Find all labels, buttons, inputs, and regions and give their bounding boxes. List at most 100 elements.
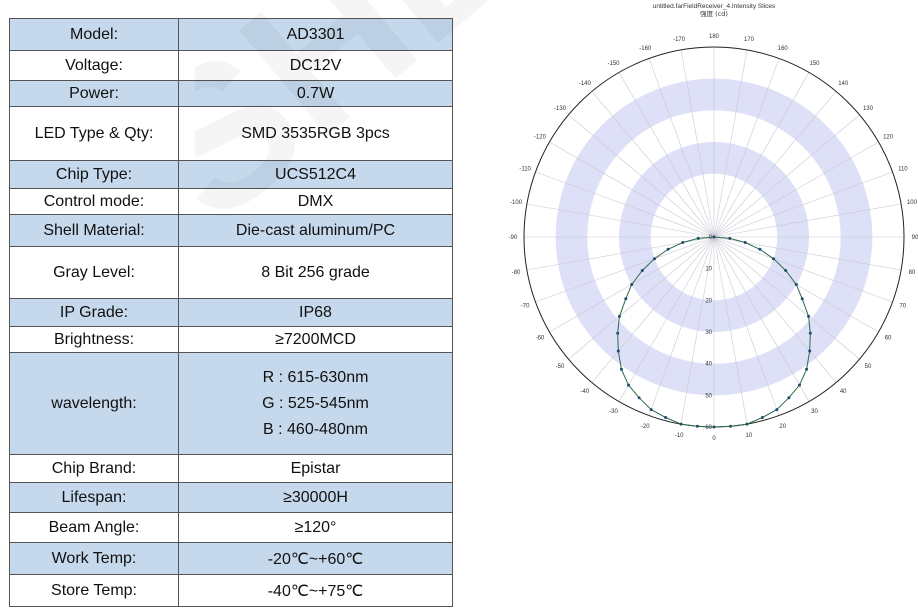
angle-tick-label: -20: [641, 424, 650, 430]
polar-spoke: [591, 91, 715, 238]
polar-spoke: [713, 91, 837, 238]
polar-spoke: [648, 236, 715, 416]
intensity-data-point: [649, 408, 653, 412]
spec-row: Gray Level: 8 Bit 256 grade: [9, 246, 453, 299]
chart-plot-area: 1801701601501401301201101009080706050403…: [509, 34, 918, 440]
intensity-data-point: [681, 241, 685, 244]
polar-spoke: [591, 236, 715, 383]
spec-value: ≥30000H: [178, 482, 453, 513]
radial-tick-label: 20: [705, 298, 712, 304]
polar-spoke: [648, 58, 715, 238]
spec-row: Power: 0.7W: [9, 80, 453, 107]
angle-tick-label: 170: [744, 37, 755, 43]
spec-row: IP Grade: IP68: [9, 298, 453, 327]
spec-row: Lifespan: ≥30000H: [9, 482, 453, 513]
wavelength-line: B : 460-480nm: [263, 420, 368, 438]
spec-value: UCS512C4: [178, 160, 453, 189]
spec-value: R : 615-630nm G : 525-545nm B : 460-480nm: [178, 352, 453, 455]
spec-row: Shell Material: Die-cast aluminum/PC: [9, 214, 453, 247]
spec-row: Work Temp: -20℃~+60℃: [9, 542, 453, 575]
angle-tick-label: 130: [863, 106, 874, 112]
radial-tick-label: 0: [709, 235, 713, 241]
angle-tick-label: -170: [673, 37, 686, 43]
polar-intensity-chart: untitled.farFieldReceiver_4.Intensity Sl…: [509, 3, 918, 440]
intensity-data-point: [808, 349, 812, 353]
angle-tick-label: -140: [579, 81, 592, 87]
radial-tick-label: 10: [705, 267, 712, 273]
angle-tick-label: 30: [811, 409, 818, 415]
intensity-data-point: [743, 241, 747, 244]
polar-spoke: [713, 236, 748, 425]
intensity-data-point: [760, 416, 764, 419]
spec-label: IP Grade:: [9, 298, 179, 327]
spec-label: Store Temp:: [9, 574, 179, 607]
spec-table-body: Model: AD3301 Voltage: DC12V Power: 0.7W LED T…: [9, 18, 453, 607]
angle-tick-label: 100: [907, 200, 918, 206]
angle-tick-label: -30: [609, 409, 618, 415]
spec-table: Model: AD3301 Voltage: DC12V Power: 0.7W LED T…: [9, 18, 453, 607]
angle-tick-label: -110: [519, 166, 531, 172]
spec-label: Work Temp:: [9, 542, 179, 575]
spec-row: Voltage: DC12V: [9, 50, 453, 81]
spec-label: Chip Brand:: [9, 454, 179, 483]
spec-value: Epistar: [178, 454, 453, 483]
radial-tick-label: 60: [705, 425, 712, 431]
angle-tick-label: 150: [809, 61, 820, 67]
polar-spoke: [713, 236, 837, 383]
intensity-data-point: [617, 314, 621, 318]
wavelength-line: R : 615-630nm: [262, 368, 369, 386]
spec-value: -40℃~+75℃: [178, 574, 453, 607]
angle-tick-label: -120: [534, 135, 547, 141]
angle-tick-label: -150: [607, 61, 620, 67]
intensity-data-point: [805, 367, 809, 371]
spec-value: -20℃~+60℃: [178, 542, 453, 575]
intensity-data-point: [729, 424, 733, 428]
intensity-data-point: [798, 383, 801, 387]
intensity-data-point: [616, 331, 620, 335]
polar-spoke: [713, 114, 860, 238]
spec-value: ≥7200MCD: [178, 326, 453, 353]
wavelength-line: G : 525-545nm: [262, 394, 369, 412]
spec-label: Control mode:: [9, 188, 179, 215]
angle-tick-label: -70: [521, 304, 530, 310]
intensity-data-point: [695, 424, 699, 428]
intensity-data-point: [712, 425, 716, 429]
spec-row: Brightness: ≥7200MCD: [9, 326, 453, 353]
spec-row: Control mode: DMX: [9, 188, 453, 215]
polar-spoke: [680, 49, 715, 238]
angle-tick-label: 110: [898, 166, 908, 172]
intensity-data-point: [653, 257, 656, 261]
spec-label: Voltage:: [9, 50, 179, 81]
angle-tick-label: 60: [885, 336, 892, 342]
polar-spoke: [713, 236, 860, 360]
spec-label: Shell Material:: [9, 214, 179, 247]
angle-tick-label: -100: [510, 200, 523, 206]
intensity-data-point: [712, 235, 716, 239]
intensity-data-point: [624, 297, 628, 301]
spec-value: IP68: [178, 298, 453, 327]
polar-spoke: [568, 236, 715, 360]
polar-spoke: [713, 141, 879, 238]
intensity-data-point: [630, 283, 634, 286]
polar-spoke: [713, 49, 748, 238]
intensity-data-point: [808, 331, 812, 335]
intensity-data-point: [772, 257, 775, 261]
angle-tick-label: -130: [554, 106, 567, 112]
polar-spoke: [713, 236, 893, 303]
polar-spoke: [713, 58, 780, 238]
spec-value: 8 Bit 256 grade: [178, 246, 453, 299]
angle-tick-label: 120: [883, 135, 894, 141]
spec-row: wavelength: R : 615-630nm G : 525-545nm B :…: [9, 352, 453, 455]
spec-label: Lifespan:: [9, 482, 179, 513]
angle-tick-label: 140: [838, 81, 849, 87]
spec-label: wavelength:: [9, 352, 179, 455]
polar-spoke: [680, 236, 715, 425]
spec-value: ≥120°: [178, 512, 453, 543]
intensity-data-point: [619, 367, 623, 371]
spec-value: 0.7W: [178, 80, 453, 107]
spec-value: Die-cast aluminum/PC: [178, 214, 453, 247]
radial-tick-label: 40: [705, 362, 712, 368]
intensity-data-point: [787, 396, 791, 400]
intensity-data-point: [666, 247, 670, 251]
radial-tick-label: 50: [705, 393, 712, 399]
